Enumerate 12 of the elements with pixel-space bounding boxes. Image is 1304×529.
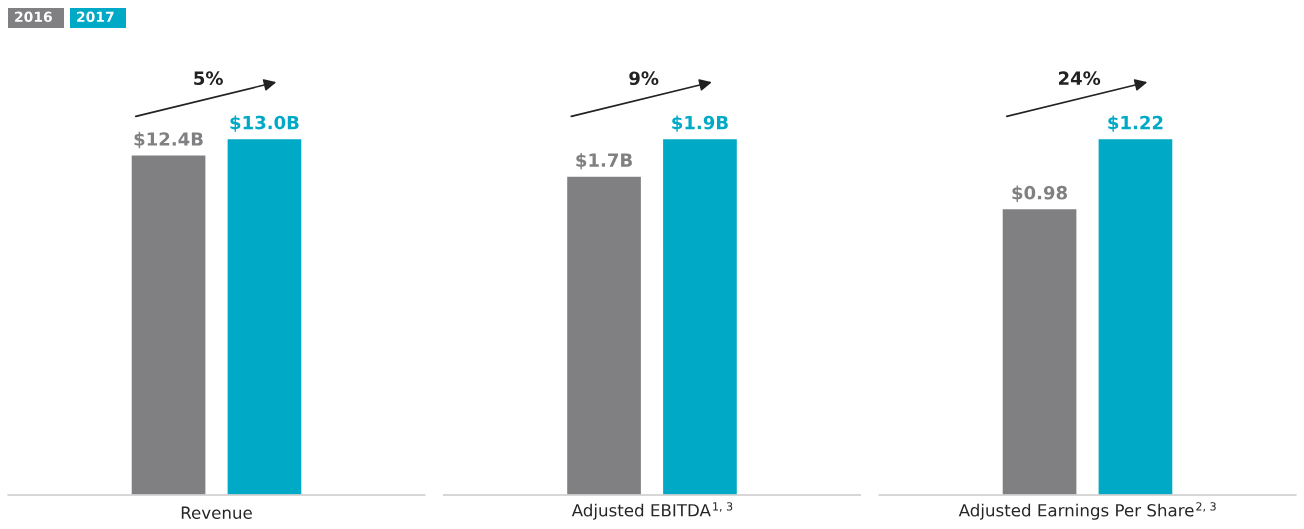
data-label: $1.7B xyxy=(576,152,632,170)
data-label: $1.22 xyxy=(1108,115,1163,132)
data-label: $0.98 xyxy=(1012,185,1067,202)
text: 2016 xyxy=(15,11,52,23)
text: 24% xyxy=(1058,71,1101,86)
data-label: $12.4B xyxy=(134,131,203,149)
text: 2017 xyxy=(77,11,114,23)
data-label: $1.9B xyxy=(672,115,728,132)
data-label: $13.0B xyxy=(230,115,299,132)
text: 9% xyxy=(629,71,659,86)
text: 5% xyxy=(194,71,223,86)
x-axis-title: Revenue xyxy=(181,506,252,520)
